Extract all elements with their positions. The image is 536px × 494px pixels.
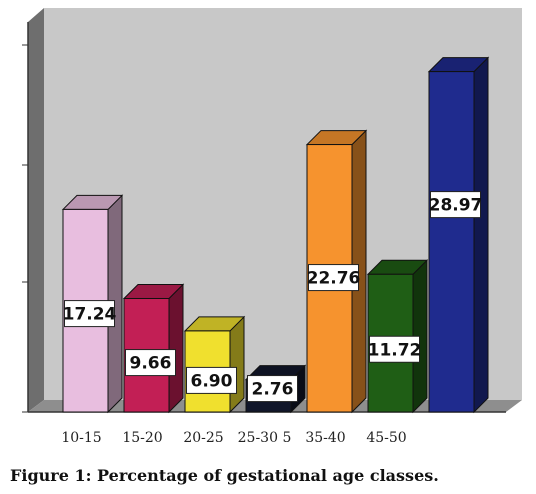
bar-side-6 — [473, 56, 489, 414]
data-label-box-0 — [64, 300, 115, 328]
figure-caption: Figure 1: Percentage of gestational age … — [10, 466, 439, 485]
data-label-4: 22.76 — [307, 269, 361, 289]
x-tick-label-5: 45-50 — [366, 430, 406, 446]
bar-2 — [183, 315, 246, 414]
data-label-box-6 — [430, 191, 481, 219]
x-tick-label-4: 35-40 — [305, 430, 345, 446]
data-label-0: 17.24 — [63, 305, 117, 325]
bar-side-1 — [168, 283, 184, 414]
data-label-box-5 — [369, 335, 420, 363]
data-label-6: 28.97 — [429, 196, 483, 216]
data-label-box-4 — [308, 264, 359, 292]
data-label-1: 9.66 — [130, 354, 172, 374]
data-label-box-1 — [125, 349, 176, 377]
data-label-5: 11.72 — [368, 340, 422, 360]
bars-layer: 17.24 9.66 6.90 2.76 22.76 11.72 28.97 — [61, 56, 490, 414]
data-label-3: 2.76 — [252, 380, 294, 400]
x-tick-label-2: 20-25 — [183, 430, 223, 446]
bar-6 — [427, 56, 490, 414]
x-tick-label-3: 25-30 5 — [238, 430, 292, 446]
data-label-box-2 — [186, 366, 237, 394]
data-label-2: 6.90 — [191, 371, 233, 391]
x-tick-labels: 10-15 15-20 20-25 25-30 5 35-40 45-50 — [61, 430, 406, 446]
bar-1 — [122, 283, 185, 414]
bar-front-6 — [428, 71, 475, 413]
x-tick-label-1: 15-20 — [122, 430, 162, 446]
x-tick-label-0: 10-15 — [61, 430, 101, 446]
plot-side-wall — [28, 8, 44, 412]
data-label-box-3 — [247, 375, 298, 403]
bar-side-2 — [229, 315, 245, 414]
